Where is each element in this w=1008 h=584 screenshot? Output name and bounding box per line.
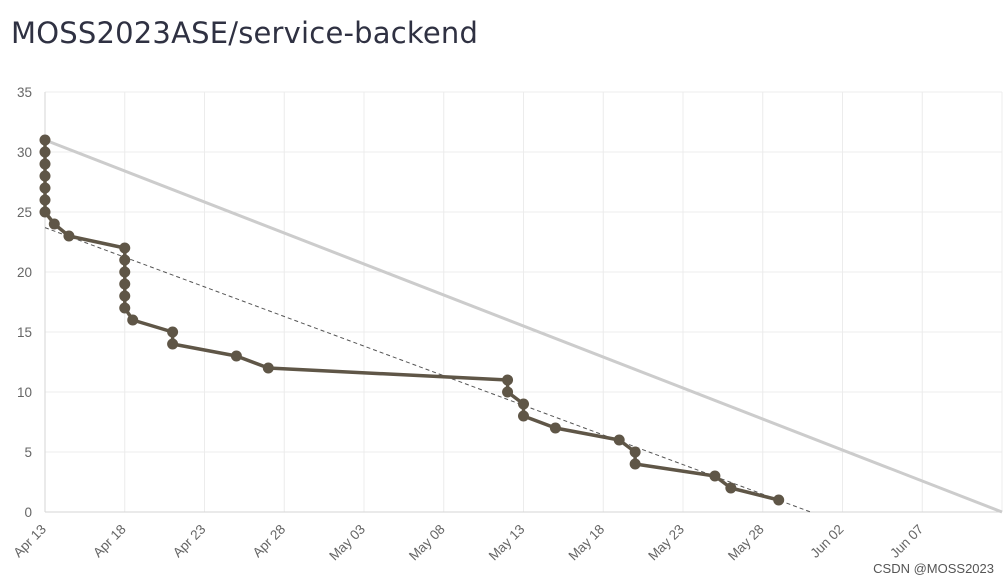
data-point <box>127 314 139 326</box>
y-tick-label: 10 <box>17 385 32 400</box>
data-point <box>629 446 641 458</box>
data-point <box>502 386 514 398</box>
data-point <box>39 170 51 182</box>
x-tick-label: Apr 18 <box>90 522 129 561</box>
y-tick-label: 25 <box>17 205 32 220</box>
data-point <box>39 182 51 194</box>
actual-line <box>43 140 780 502</box>
y-tick-label: 5 <box>24 445 32 460</box>
x-tick-label: May 28 <box>725 522 767 564</box>
data-point <box>63 230 75 242</box>
data-point <box>613 434 625 446</box>
data-point <box>39 158 51 170</box>
data-point <box>48 218 60 230</box>
data-point <box>629 458 641 470</box>
grid-lines <box>44 91 1003 512</box>
y-tick-label: 15 <box>17 325 32 340</box>
data-point <box>518 398 529 410</box>
trend-line <box>44 227 811 513</box>
data-point <box>502 374 514 386</box>
y-tick-label: 35 <box>17 85 32 100</box>
x-tick-label: Apr 28 <box>250 522 289 561</box>
data-point <box>262 362 274 374</box>
data-point <box>119 290 131 302</box>
data-point <box>119 278 131 290</box>
data-point <box>119 302 131 314</box>
x-tick-label: May 13 <box>486 522 528 564</box>
data-point <box>119 254 131 266</box>
ideal-line <box>44 138 1003 514</box>
data-point <box>549 422 561 434</box>
y-tick-label: 20 <box>17 265 32 280</box>
watermark: CSDN @MOSS2023 <box>873 561 994 576</box>
x-tick-label: May 18 <box>565 522 607 564</box>
x-tick-label: May 03 <box>326 522 368 564</box>
x-tick-label: Jun 02 <box>807 522 846 561</box>
x-tick-label: Apr 13 <box>10 522 49 561</box>
x-tick-label: May 08 <box>406 522 448 564</box>
data-point <box>39 194 51 206</box>
x-tick-label: Jun 07 <box>887 522 926 561</box>
data-point <box>167 338 179 350</box>
data-point <box>39 134 51 146</box>
data-point <box>39 146 51 158</box>
data-point <box>725 482 737 494</box>
data-point <box>773 494 785 506</box>
data-point <box>119 266 131 278</box>
data-point <box>709 470 721 482</box>
data-point <box>230 350 242 362</box>
data-point <box>39 206 51 218</box>
page-title: MOSS2023ASE/service-backend <box>11 16 479 50</box>
series-layer <box>39 134 1003 514</box>
y-tick-label: 30 <box>17 145 32 160</box>
x-tick-label: Apr 23 <box>170 522 209 561</box>
data-point <box>119 242 131 254</box>
data-point <box>518 410 529 422</box>
y-tick-label: 0 <box>24 505 32 520</box>
x-tick-label: May 23 <box>645 522 687 564</box>
data-point <box>167 326 179 338</box>
